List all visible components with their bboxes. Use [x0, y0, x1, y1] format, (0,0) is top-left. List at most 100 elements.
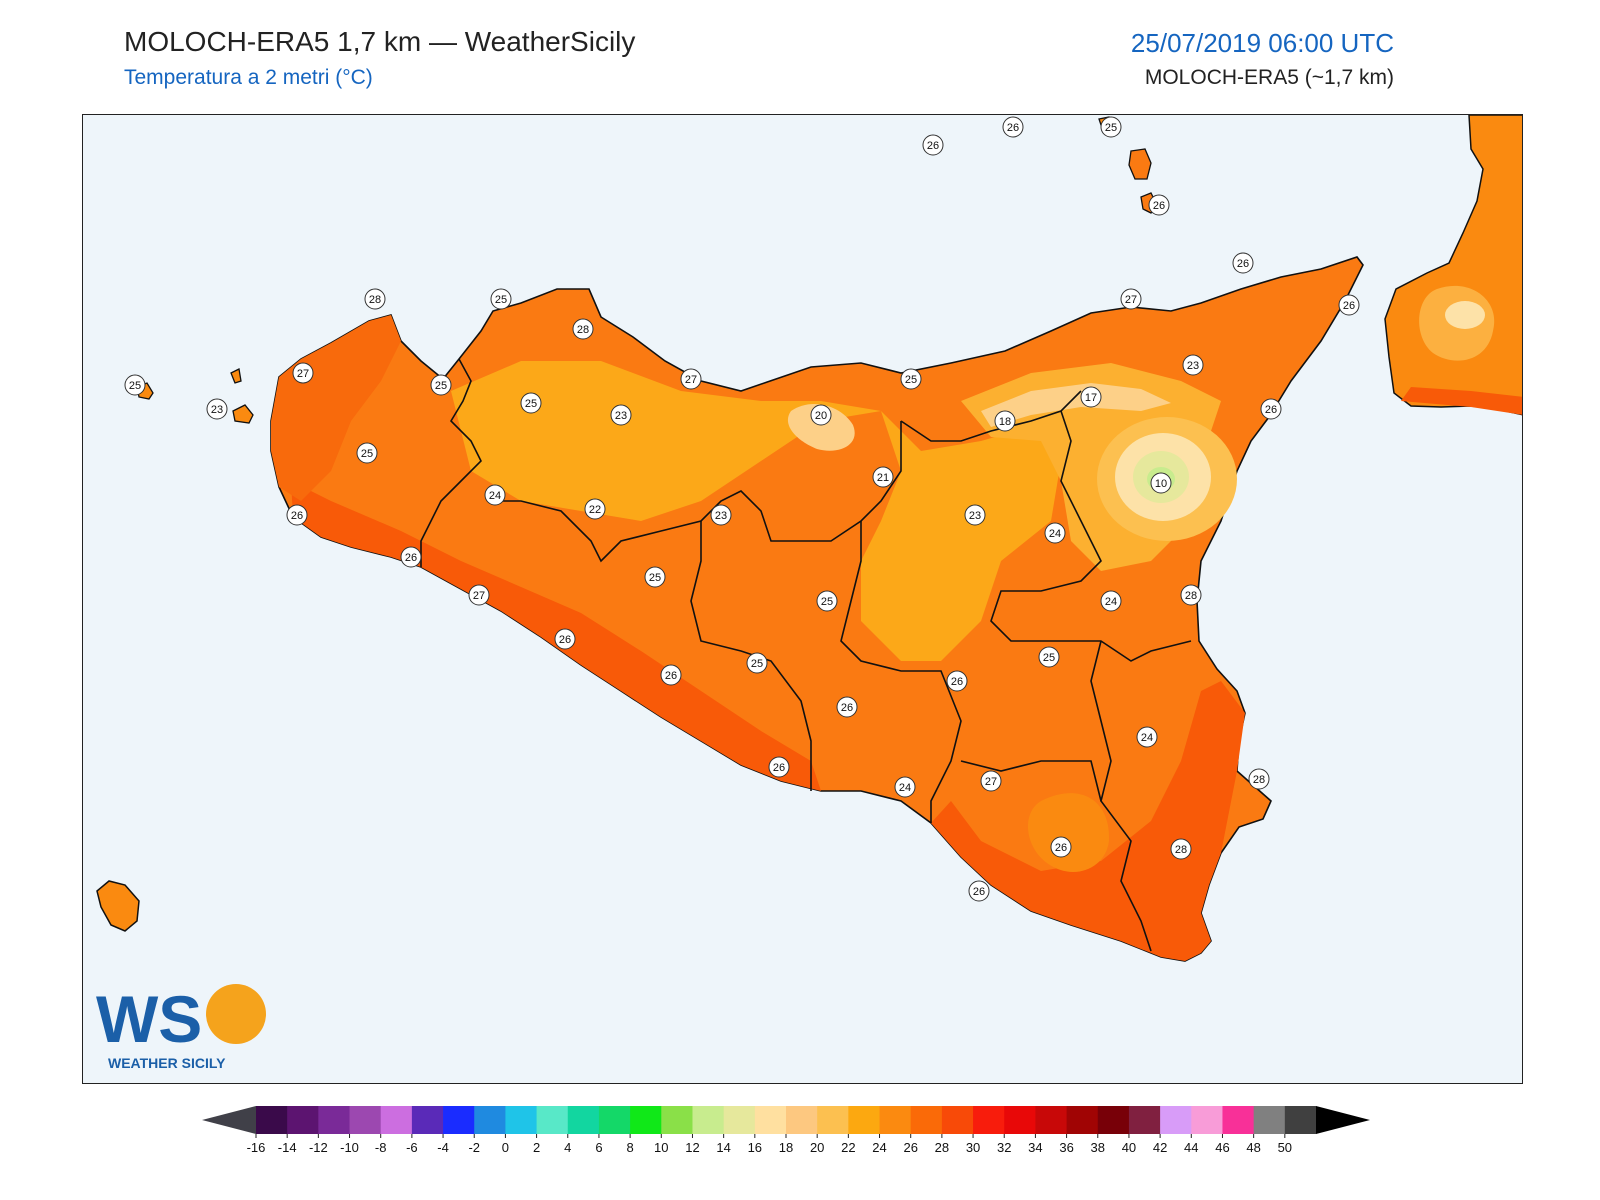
colorbar-segment [879, 1106, 912, 1134]
egadi-marettimo [230, 368, 242, 384]
station-temperature-label: 26 [1153, 200, 1165, 212]
station-temperature-label: 26 [951, 676, 963, 688]
colorbar-segment [1004, 1106, 1036, 1134]
station-marker-circle [1338, 294, 1360, 316]
station-marker-circle [660, 664, 682, 686]
colorbar-tick-label: -10 [340, 1140, 359, 1155]
station-marker-circle [610, 404, 632, 426]
station-marker-circle [490, 288, 512, 310]
station-marker-circle [900, 368, 922, 390]
colorbar-segment [817, 1106, 849, 1134]
colorbar-under-arrow [202, 1106, 256, 1134]
station-temperature-label: 24 [1105, 596, 1117, 608]
station-marker-circle [292, 362, 314, 384]
station-temperature-label: 22 [589, 504, 601, 516]
station-marker-circle [746, 652, 768, 674]
station-marker-circle [1180, 584, 1202, 606]
weather-sicily-logo: WS WEATHER SICILY [96, 980, 266, 1076]
station-marker-circle [430, 374, 452, 396]
station-temperature-label: 27 [297, 368, 309, 380]
station-marker-circle [400, 546, 422, 568]
colorbar-tick-label: 12 [685, 1140, 699, 1155]
station-temperature-label: 17 [1085, 392, 1097, 404]
model-name: MOLOCH-ERA5 (~1,7 km) [1144, 66, 1394, 89]
station-marker-circle [1100, 590, 1122, 612]
west-hot-zone [271, 315, 401, 501]
colorbar-tick-label: 16 [748, 1140, 762, 1155]
station-temperature-label: 25 [361, 448, 373, 460]
colorbar-tick-label: 8 [627, 1140, 634, 1155]
calabria-hot-edge [1401, 387, 1522, 415]
station-marker-circle [584, 498, 606, 520]
colorbar-segment [1191, 1106, 1223, 1134]
colorbar-segment [1253, 1106, 1286, 1134]
colorbar-segment [598, 1106, 631, 1134]
station-marker-circle [1232, 252, 1254, 274]
station-marker-circle [520, 392, 542, 414]
station-marker-circle [768, 756, 790, 778]
station-temperature-label: 25 [1105, 122, 1117, 134]
colorbar-tick-label: 40 [1122, 1140, 1136, 1155]
colorbar-segment [848, 1106, 881, 1134]
colorbar-tick-label: 20 [810, 1140, 824, 1155]
colorbar-segment [786, 1106, 818, 1134]
station-temperature-label: 28 [1253, 774, 1265, 786]
colorbar-tick-label: 42 [1153, 1140, 1167, 1155]
colorbar-segment [973, 1106, 1005, 1134]
colorbar-tick-label: 24 [872, 1140, 886, 1155]
colorbar-tick-label: 38 [1091, 1140, 1105, 1155]
map-panel: 26 26 25 26 26 27 26 28 28 25 27 25 25 25 23 27 25 20 17 18… [82, 114, 1523, 1084]
colorbar-segment [1097, 1106, 1130, 1134]
madonie-cool-patch [787, 403, 855, 451]
station-temperature-label: 25 [905, 374, 917, 386]
station-temperature-label: 25 [525, 398, 537, 410]
station-marker-circle [1100, 116, 1122, 138]
nebrodi-cool-ridge [981, 383, 1171, 427]
temperature-colorbar: -16 -14 -12 -10 -8 -6 -4 -2 0 2 4 6 8 10 12 14 16 18 20 22 2… [200, 1104, 1400, 1174]
station-marker-circle [1080, 386, 1102, 408]
station-temperature-label: 25 [821, 596, 833, 608]
station-temperature-label: 27 [473, 590, 485, 602]
station-marker-circle [810, 404, 832, 426]
station-marker-circle [1170, 838, 1192, 860]
station-marker-circle [836, 696, 858, 718]
colorbar-over-arrow [1316, 1106, 1370, 1134]
station-marker-circle [286, 504, 308, 526]
colorbar-tick-label: -6 [406, 1140, 418, 1155]
station-marker-circle [922, 134, 944, 156]
colorbar-segment [723, 1106, 756, 1134]
station-temperature-label: 28 [1175, 844, 1187, 856]
colorbar-tick-label: 6 [595, 1140, 602, 1155]
central-cooler-zone [451, 361, 1061, 661]
colorbar-segment [349, 1106, 382, 1134]
colorbar-tick-label: 44 [1184, 1140, 1198, 1155]
station-marker-circle [872, 466, 894, 488]
colorbar-segment [287, 1106, 319, 1134]
southeast-hot-zone [931, 681, 1245, 961]
station-marker-circle [1044, 522, 1066, 544]
station-temperature-label: 28 [369, 294, 381, 306]
station-temperature-label: 26 [1237, 258, 1249, 270]
station-marker-circle [816, 590, 838, 612]
colorbar-tick-label: 4 [564, 1140, 571, 1155]
station-temperature-label: 25 [1043, 652, 1055, 664]
colorbar-tick-label: 14 [716, 1140, 730, 1155]
colorbar-tick-label: 46 [1215, 1140, 1229, 1155]
station-temperature-label: 25 [435, 380, 447, 392]
station-temperature-label: 26 [973, 886, 985, 898]
colorbar-tick-label: 26 [903, 1140, 917, 1155]
colorbar-segment [380, 1106, 413, 1134]
station-markers: 26 26 25 26 26 27 26 28 28 25 27 25 25 25 23 27 25 20 17 18… [124, 116, 1360, 902]
colorbar-segment [754, 1106, 787, 1134]
colorbar-segment [411, 1106, 444, 1134]
station-marker-circle [1120, 288, 1142, 310]
colorbar-segment [474, 1106, 506, 1134]
colorbar-tick-label: 32 [997, 1140, 1011, 1155]
station-temperature-label: 25 [649, 572, 661, 584]
colorbar-tick-label: -4 [437, 1140, 449, 1155]
colorbar-segment [661, 1106, 693, 1134]
station-temperature-label: 26 [927, 140, 939, 152]
colorbar-segment [505, 1106, 538, 1134]
colorbar-segment [692, 1106, 725, 1134]
station-temperature-label: 24 [1141, 732, 1153, 744]
